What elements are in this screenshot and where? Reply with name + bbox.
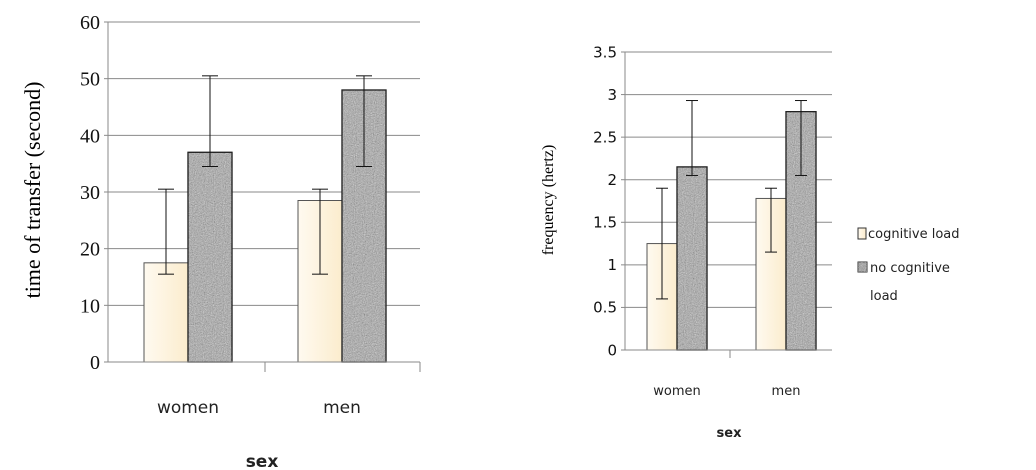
left-y-tick-label: 30 <box>80 182 100 204</box>
left-x-tick-labels: women men <box>157 398 361 418</box>
right-x-tick-label-women: women <box>653 384 701 399</box>
left-y-tick-label: 10 <box>80 295 100 317</box>
left-error-bars <box>158 75 372 275</box>
right-y-tick-labels: 0 0.5 1 1.5 2 2.5 3 3.5 <box>593 43 617 359</box>
left-bars <box>143 89 387 363</box>
left-y-tick-label: 40 <box>80 125 100 147</box>
left-axes <box>104 21 421 372</box>
right-y-tick-label: 1 <box>607 256 617 274</box>
right-y-tick-label: 1.5 <box>593 214 617 232</box>
right-y-tick-label: 3.5 <box>593 43 617 61</box>
left-y-tick-label: 50 <box>80 69 100 91</box>
left-y-tick-label: 0 <box>90 352 100 374</box>
right-bars <box>646 110 817 351</box>
right-bar-women-no-cognitive-load-texture <box>677 166 707 350</box>
left-bar-women-cognitive-load <box>143 262 189 363</box>
right-y-tick-label: 3 <box>607 86 617 104</box>
legend-swatch-texture <box>858 262 867 272</box>
left-x-tick-label-men: men <box>323 398 361 418</box>
right-x-axis-label: sex <box>717 426 743 441</box>
left-x-axis-label: sex <box>246 452 279 470</box>
legend-label-cognitive-load: cognitive load <box>868 227 960 242</box>
left-y-tick-label: 60 <box>80 12 100 34</box>
right-x-tick-label-men: men <box>772 384 801 399</box>
right-y-tick-label: 0 <box>607 341 617 359</box>
right-y-axis-label: frequency (hertz) <box>540 145 557 256</box>
left-y-tick-labels: 0 10 20 30 40 50 60 <box>80 12 100 374</box>
right-y-tick-label: 0.5 <box>593 299 617 317</box>
legend-swatch-cognitive-load <box>857 227 867 240</box>
time-of-transfer-chart: 0 10 20 30 40 50 60 women men time of transfer … <box>20 12 421 470</box>
left-y-tick-label: 20 <box>80 239 100 261</box>
legend: cognitive load no cognitive load <box>857 227 960 304</box>
legend-label-no-cognitive-load: no cognitive load <box>870 261 954 304</box>
right-axes <box>621 51 832 358</box>
left-y-axis-label: time of transfer (second) <box>20 82 45 299</box>
right-x-tick-labels: women men <box>653 384 800 399</box>
left-x-tick-label-women: women <box>157 398 219 418</box>
right-y-tick-label: 2.5 <box>593 128 617 146</box>
right-y-tick-label: 2 <box>607 171 617 189</box>
right-error-bars <box>656 100 807 300</box>
left-bar-women-no-cognitive-load-texture <box>188 152 232 362</box>
frequency-chart: 0 0.5 1 1.5 2 2.5 3 3.5 women men frequency (her… <box>540 43 832 441</box>
